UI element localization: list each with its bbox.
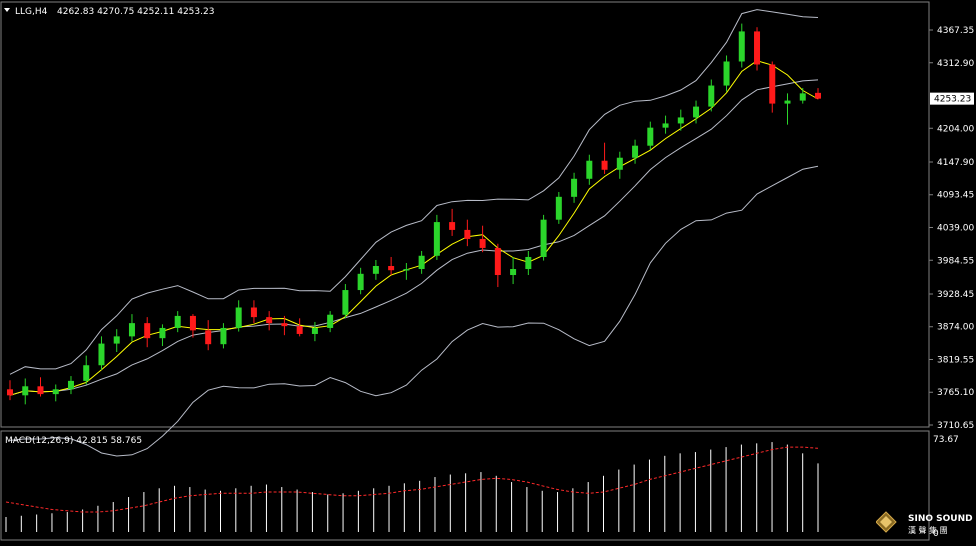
candle [784, 93, 791, 125]
candle [586, 154, 593, 185]
candle [189, 314, 196, 338]
price-tick-label: 4204.00 [937, 124, 974, 134]
candle [296, 318, 303, 337]
candle [372, 259, 379, 280]
candles [7, 23, 821, 405]
candle [799, 87, 806, 104]
candle [769, 61, 776, 113]
sino-sound-logo: SINO SOUND 漢 聲 集 團 [875, 508, 976, 542]
price-tick-label: 3874.00 [937, 323, 974, 333]
candle [677, 109, 684, 131]
candle [144, 317, 151, 348]
price-tick-label: 3928.45 [937, 290, 974, 300]
current-price-label: 4253.23 [934, 95, 971, 105]
candle [464, 219, 471, 247]
candle [418, 250, 425, 274]
candle [174, 311, 181, 333]
candle [205, 320, 212, 351]
candle [83, 355, 90, 385]
candle [632, 139, 639, 164]
macd-panel: MACD(12,26,9) 42.815 58.765 73.67 0 [5, 435, 959, 539]
candle [708, 79, 715, 112]
candle [357, 267, 364, 295]
candle [571, 172, 578, 203]
price-tick-label: 4312.90 [937, 59, 974, 69]
macd-axis-top: 73.67 [933, 435, 959, 445]
logo-text: SINO SOUND [908, 514, 973, 524]
macd-label: MACD(12,26,9) 42.815 58.765 [5, 436, 142, 446]
price-tick-label: 3710.65 [937, 421, 974, 431]
candle [7, 380, 13, 401]
candle [525, 250, 532, 276]
candle [647, 121, 654, 150]
candle [52, 384, 59, 402]
candle [67, 376, 74, 395]
macd-histogram [5, 442, 819, 532]
candle [433, 214, 440, 260]
chevron-down-icon[interactable] [4, 8, 10, 12]
candle [388, 256, 395, 276]
candle [113, 329, 120, 353]
price-axis: 4367.35 4312.90 4204.00 4147.90 4093.45 4039.… [928, 2, 974, 431]
price-tick-label: 4147.90 [937, 158, 974, 168]
candle [555, 192, 562, 224]
candle [479, 225, 486, 253]
price-tick-label: 4093.45 [937, 191, 974, 201]
candle [738, 23, 745, 68]
macd-signal-line [5, 446, 819, 513]
candle [723, 55, 730, 92]
signal-line [5, 446, 819, 513]
candle [601, 142, 608, 174]
candle [693, 100, 700, 124]
candle [37, 377, 44, 397]
logo-subtext: 漢 聲 集 團 [908, 525, 948, 535]
candle [250, 300, 257, 324]
price-tick-label: 3819.55 [937, 355, 974, 365]
header: LLG,H4 4262.83 4270.75 4252.11 4253.23 [4, 7, 214, 17]
price-tick-label: 3765.10 [937, 388, 974, 398]
candle [311, 321, 318, 342]
macd-axis-bottom: 0 [933, 529, 939, 539]
candle [540, 214, 547, 261]
candle [662, 115, 669, 134]
price-panel-frame [0, 1, 930, 428]
candle [235, 300, 242, 332]
ohlc-readout: 4262.83 4270.75 4252.11 4253.23 [57, 7, 214, 17]
candle [494, 243, 501, 288]
price-tick-label: 4367.35 [937, 26, 974, 36]
current-price-marker: 4253.23 [930, 92, 974, 105]
candle [266, 311, 273, 331]
candle [22, 378, 29, 405]
middle-band [9, 79, 819, 396]
lower-band [9, 165, 819, 457]
macd-panel-frame [0, 430, 930, 541]
candle [327, 311, 334, 333]
candle [510, 256, 517, 285]
candle [342, 284, 349, 319]
candle [159, 324, 166, 346]
price-tick-label: 4039.00 [937, 224, 974, 234]
candle [815, 88, 821, 100]
price-tick-label: 3984.55 [937, 256, 974, 266]
candle [616, 151, 623, 179]
bollinger-bands [9, 9, 819, 457]
candle [281, 315, 288, 336]
upper-band [9, 9, 819, 375]
symbol-label: LLG,H4 [15, 7, 48, 17]
candle [754, 27, 761, 71]
candle [220, 323, 227, 349]
candle [403, 262, 410, 280]
candle [98, 336, 105, 371]
candle [449, 208, 456, 236]
candle [128, 314, 135, 342]
